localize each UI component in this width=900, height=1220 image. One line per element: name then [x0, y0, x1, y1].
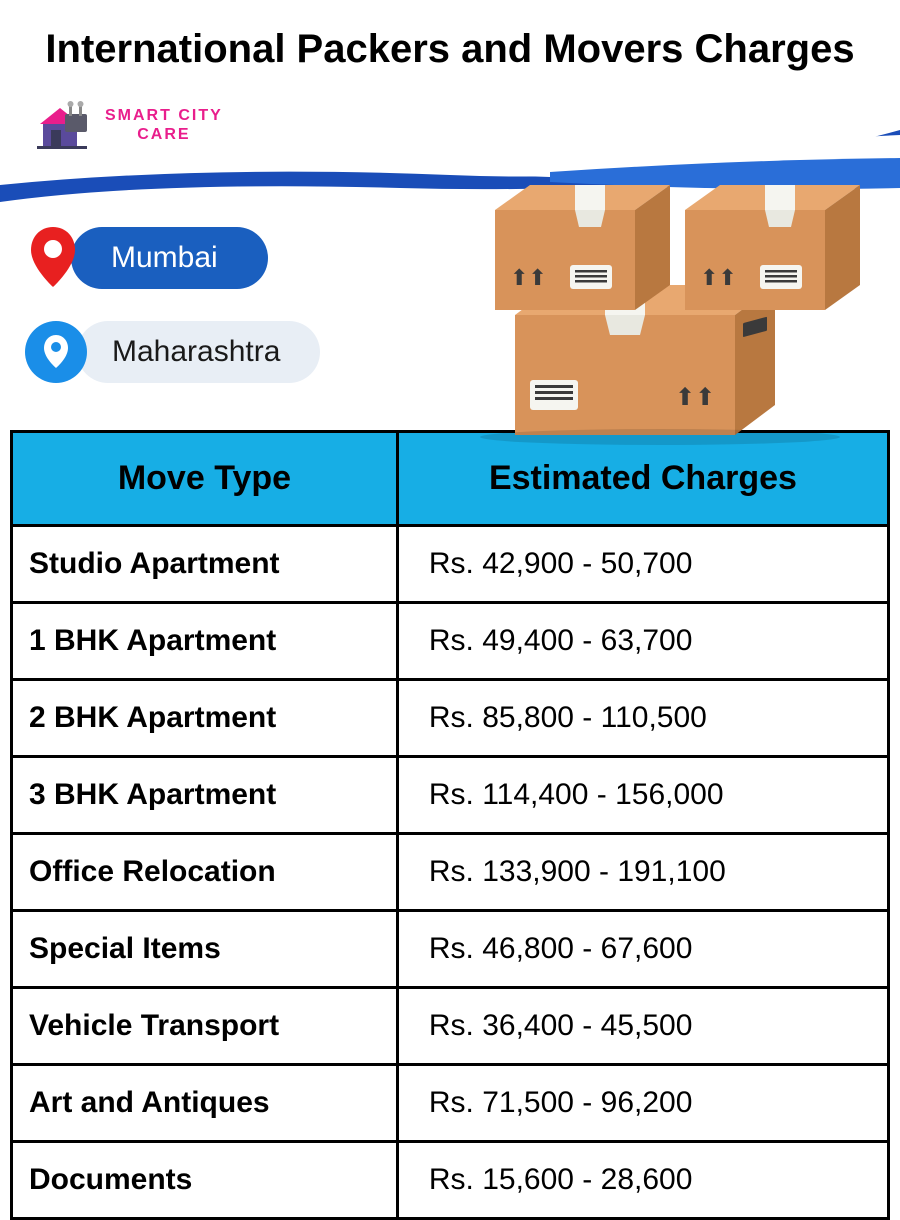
boxes-illustration: ⬆⬆ ⬆⬆ ⬆⬆ — [445, 155, 875, 445]
state-pill: Maharashtra — [25, 321, 320, 383]
city-label: Mumbai — [71, 227, 268, 289]
location-pin-blue-icon — [25, 321, 87, 383]
svg-text:⬆⬆: ⬆⬆ — [510, 265, 547, 290]
table-row: Special ItemsRs. 46,800 - 67,600 — [12, 911, 889, 988]
pricing-table: Move Type Estimated Charges Studio Apart… — [10, 430, 890, 1220]
table-row: 3 BHK ApartmentRs. 114,400 - 156,000 — [12, 757, 889, 834]
table-row: Studio ApartmentRs. 42,900 - 50,700 — [12, 526, 889, 603]
move-type-cell: Vehicle Transport — [12, 988, 398, 1065]
charges-cell: Rs. 42,900 - 50,700 — [397, 526, 888, 603]
location-pin-red-icon — [25, 225, 81, 291]
table-row: 1 BHK ApartmentRs. 49,400 - 63,700 — [12, 603, 889, 680]
move-type-cell: Studio Apartment — [12, 526, 398, 603]
move-type-cell: Documents — [12, 1142, 398, 1219]
table-header-row: Move Type Estimated Charges — [12, 432, 889, 526]
svg-text:⬆⬆: ⬆⬆ — [700, 265, 737, 290]
page-title: International Packers and Movers Charges — [0, 0, 900, 83]
svg-text:⬆⬆: ⬆⬆ — [675, 384, 715, 411]
table-row: Office RelocationRs. 133,900 - 191,100 — [12, 834, 889, 911]
table-row: DocumentsRs. 15,600 - 28,600 — [12, 1142, 889, 1219]
col-charges: Estimated Charges — [397, 432, 888, 526]
table-row: Art and AntiquesRs. 71,500 - 96,200 — [12, 1065, 889, 1142]
table-row: Vehicle TransportRs. 36,400 - 45,500 — [12, 988, 889, 1065]
charges-cell: Rs. 15,600 - 28,600 — [397, 1142, 888, 1219]
move-type-cell: Office Relocation — [12, 834, 398, 911]
move-type-cell: Art and Antiques — [12, 1065, 398, 1142]
charges-cell: Rs. 46,800 - 67,600 — [397, 911, 888, 988]
charges-cell: Rs. 36,400 - 45,500 — [397, 988, 888, 1065]
state-label: Maharashtra — [77, 321, 320, 383]
location-section: Mumbai Maharashtra — [25, 225, 320, 383]
city-pill: Mumbai — [25, 225, 320, 291]
move-type-cell: Special Items — [12, 911, 398, 988]
logo-line1: SMART CITY — [105, 106, 223, 125]
charges-cell: Rs. 114,400 - 156,000 — [397, 757, 888, 834]
move-type-cell: 3 BHK Apartment — [12, 757, 398, 834]
col-move-type: Move Type — [12, 432, 398, 526]
move-type-cell: 1 BHK Apartment — [12, 603, 398, 680]
table-row: 2 BHK ApartmentRs. 85,800 - 110,500 — [12, 680, 889, 757]
charges-cell: Rs. 71,500 - 96,200 — [397, 1065, 888, 1142]
table-body: Studio ApartmentRs. 42,900 - 50,700 1 BH… — [12, 526, 889, 1219]
move-type-cell: 2 BHK Apartment — [12, 680, 398, 757]
charges-cell: Rs. 49,400 - 63,700 — [397, 603, 888, 680]
charges-cell: Rs. 85,800 - 110,500 — [397, 680, 888, 757]
charges-cell: Rs. 133,900 - 191,100 — [397, 834, 888, 911]
